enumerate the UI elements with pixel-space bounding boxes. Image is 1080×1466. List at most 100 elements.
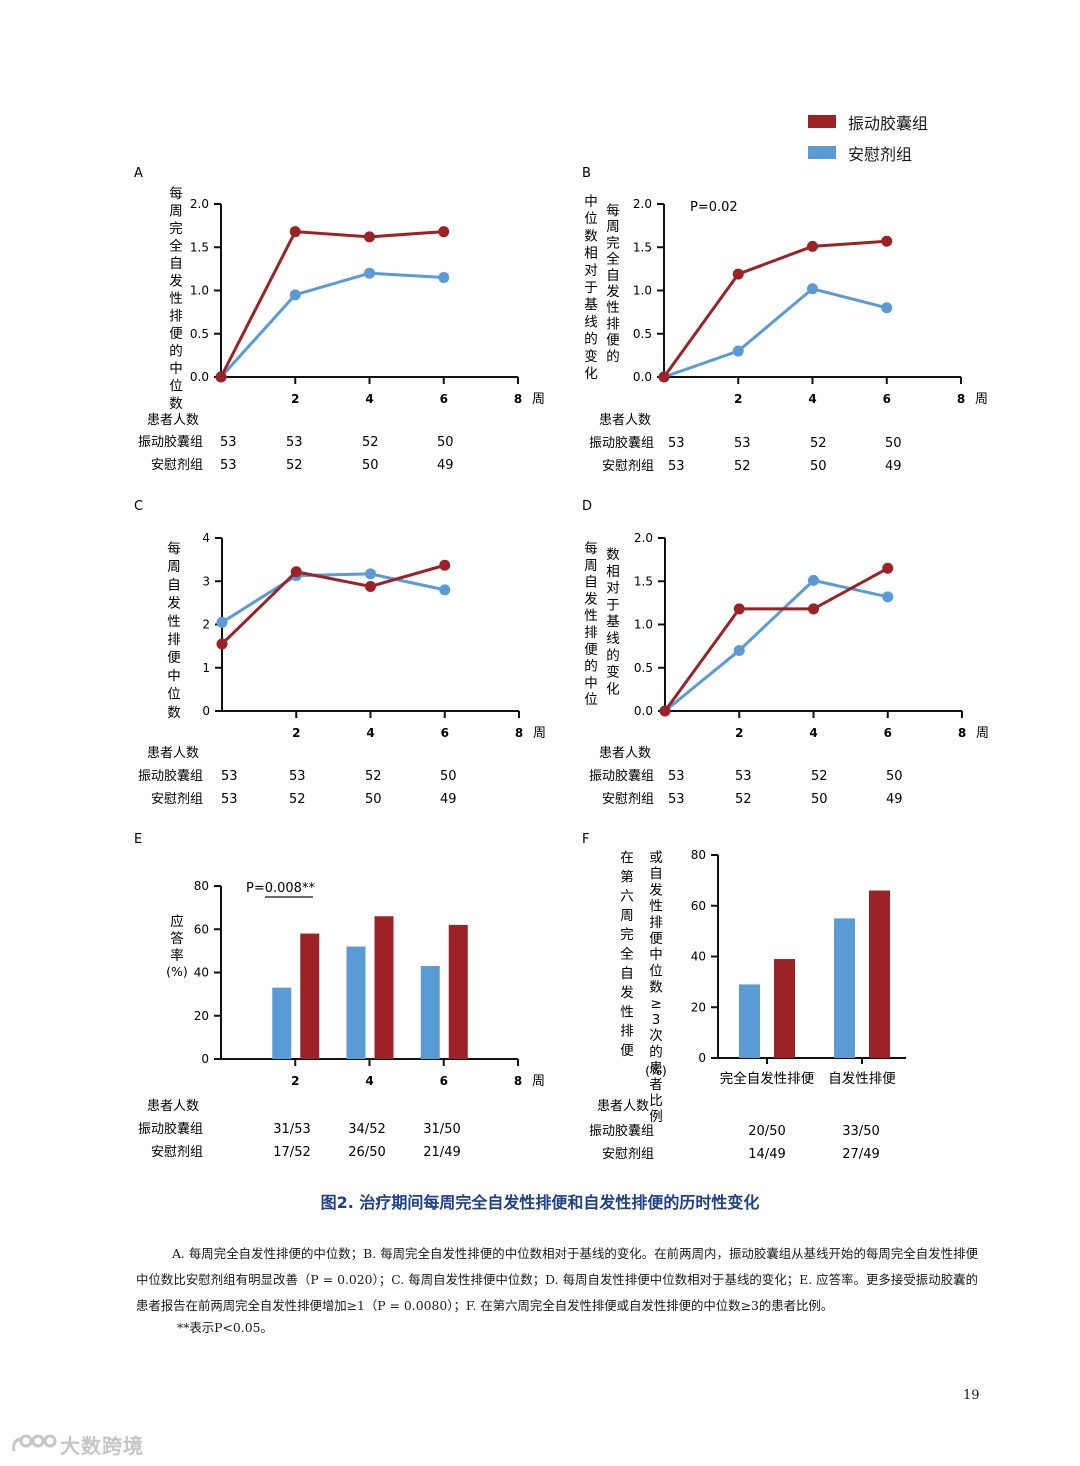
patient-count-row-label: 安慰剂组 bbox=[602, 792, 654, 807]
patient-count-value: 21/49 bbox=[423, 1145, 460, 1160]
data-point-treatment bbox=[289, 226, 301, 238]
y-axis-label-char: 例 bbox=[649, 1109, 663, 1125]
y-axis-unit-label: (%) bbox=[166, 964, 188, 979]
y-axis-label-char: 便 bbox=[606, 333, 620, 349]
data-point-treatment bbox=[733, 603, 745, 615]
patient-count-value: 52 bbox=[365, 769, 382, 784]
y-tick-label: 0.5 bbox=[190, 327, 209, 341]
y-axis-label-char: 全 bbox=[620, 946, 634, 963]
y-axis-label-char: 便 bbox=[169, 326, 183, 342]
panel-letter: B bbox=[582, 166, 591, 181]
patient-count-value: 52 bbox=[735, 792, 752, 807]
y-axis-label-char: 次 bbox=[649, 1028, 663, 1044]
y-axis-label-char: 3 bbox=[652, 1012, 661, 1028]
patient-count-row-label: 安慰剂组 bbox=[151, 458, 203, 473]
patient-count-row-label: 安慰剂组 bbox=[602, 459, 654, 474]
y-axis-label-char: 自 bbox=[584, 575, 598, 591]
y-axis-label-char: 便 bbox=[649, 931, 663, 947]
y-axis-label-char: 每 bbox=[606, 203, 620, 219]
y-axis-label-char: 相 bbox=[584, 246, 598, 262]
y-axis-label-char: 变 bbox=[584, 349, 598, 365]
y-axis-label-char: 六 bbox=[620, 889, 634, 905]
patient-count-value: 50 bbox=[362, 458, 379, 473]
y-axis-label-char: 于 bbox=[606, 597, 620, 613]
patient-count-value: 53 bbox=[734, 436, 751, 451]
y-axis-label-char: 每 bbox=[167, 541, 181, 557]
x-axis-unit-label: 周 bbox=[976, 726, 989, 741]
patient-count-row-label: 安慰剂组 bbox=[151, 792, 203, 807]
series-line-treatment bbox=[662, 239, 887, 378]
x-axis-unit-label: 周 bbox=[532, 1074, 545, 1089]
data-point-treatment bbox=[438, 226, 450, 238]
patient-count-value: 49 bbox=[885, 459, 902, 474]
patient-count-row-label: 振动胶囊组 bbox=[138, 768, 203, 784]
series-line-treatment bbox=[219, 230, 444, 378]
data-point-placebo bbox=[881, 302, 893, 314]
y-tick-label: 1.0 bbox=[634, 618, 653, 632]
y-axis-label-char: 的 bbox=[584, 332, 598, 348]
y-axis-label-char: 位 bbox=[584, 692, 598, 708]
y-axis-label-char: 基 bbox=[584, 296, 598, 313]
data-point-treatment bbox=[216, 638, 228, 650]
y-axis-label-char: 排 bbox=[620, 1024, 634, 1040]
patient-count-title: 患者人数 bbox=[147, 1099, 199, 1114]
y-axis-label-char: 在 bbox=[620, 850, 634, 866]
patient-count-row-label: 振动胶囊组 bbox=[138, 1121, 203, 1137]
y-axis-label-char: 对 bbox=[584, 263, 598, 279]
patient-count-title: 患者人数 bbox=[147, 746, 199, 761]
y-axis-label-char: 每 bbox=[584, 541, 598, 557]
y-axis-label-char: 相 bbox=[606, 564, 620, 580]
y-axis-label-char: 对 bbox=[606, 581, 620, 597]
y-tick-label: 0.5 bbox=[633, 327, 652, 341]
patient-count-value: 52 bbox=[289, 792, 306, 807]
y-tick-label: 1.0 bbox=[633, 284, 652, 298]
series-line-treatment bbox=[663, 566, 889, 712]
y-axis-label-char: 位 bbox=[649, 963, 663, 979]
bar-placebo bbox=[346, 946, 366, 1059]
patient-count-value: 53 bbox=[668, 792, 685, 807]
x-tick-label: 8 bbox=[515, 726, 523, 740]
y-axis-label-char: 的 bbox=[606, 349, 620, 365]
legend-swatch-placebo bbox=[808, 146, 836, 159]
y-axis-label-char: 化 bbox=[606, 681, 620, 697]
data-point-placebo bbox=[289, 289, 301, 301]
x-tick-label: 4 bbox=[808, 392, 816, 406]
x-category-label: 完全自发性排便 bbox=[720, 1070, 815, 1087]
x-tick-label: 8 bbox=[514, 1074, 522, 1088]
x-tick-label: 2 bbox=[291, 392, 299, 406]
x-tick-label: 4 bbox=[366, 726, 374, 740]
y-axis-label-char: 或 bbox=[649, 850, 663, 866]
y-axis-label-char: 周 bbox=[606, 219, 620, 235]
page-number: 19 bbox=[963, 1388, 980, 1403]
patient-count-value: 52 bbox=[734, 459, 751, 474]
patient-count-value: 53 bbox=[221, 792, 238, 807]
bar-treatment bbox=[374, 916, 394, 1059]
y-axis-label-char: ≥ bbox=[650, 996, 661, 1012]
patient-count-title: 患者人数 bbox=[597, 1099, 649, 1114]
figure-charts: A0.00.51.01.52.02 4 6 8 周每周完全自发性排便的中位数患者人数振动… bbox=[134, 166, 989, 1162]
y-axis-label-char: 性 bbox=[649, 899, 663, 915]
figure-caption: A. 每周完全自发性排便的中位数；B. 每周完全自发性排便的中位数相对于基线的变… bbox=[136, 1246, 978, 1313]
bar-treatment bbox=[448, 924, 468, 1059]
series-line-placebo bbox=[221, 572, 446, 624]
y-tick-label: 1.0 bbox=[190, 284, 209, 298]
y-axis-label-char: 应 bbox=[170, 913, 184, 930]
patient-count-value: 31/53 bbox=[273, 1122, 310, 1137]
patient-count-row-label: 振动胶囊组 bbox=[589, 435, 654, 451]
x-tick-label: 4 bbox=[365, 1074, 373, 1088]
y-axis-label-char: 中 bbox=[169, 361, 183, 377]
patient-count-value: 53 bbox=[289, 769, 306, 784]
p-value-annotation: P=0.02 bbox=[690, 200, 738, 215]
patient-count-row-label: 振动胶囊组 bbox=[138, 434, 203, 450]
patient-count-value: 33/50 bbox=[842, 1124, 879, 1139]
patient-count-value: 53 bbox=[220, 435, 237, 450]
y-axis-label-char: 排 bbox=[169, 309, 183, 325]
y-axis-label-char: 的 bbox=[649, 1044, 663, 1060]
bar-placebo bbox=[272, 987, 292, 1059]
y-axis-label-char: 的 bbox=[606, 648, 620, 664]
y-axis-label-char: 中 bbox=[167, 668, 181, 684]
patient-count-value: 53 bbox=[668, 769, 685, 784]
legend-label-treatment: 振动胶囊组 bbox=[848, 113, 929, 133]
y-axis-unit-label: (%) bbox=[645, 1063, 667, 1078]
panel-letter: C bbox=[134, 499, 143, 514]
